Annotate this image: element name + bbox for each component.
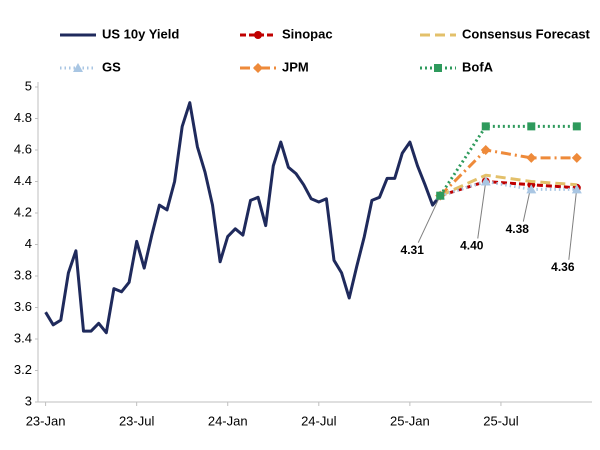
label-leader	[568, 187, 578, 260]
point-marker	[526, 152, 537, 163]
x-tick-label: 25-Jul	[483, 413, 519, 428]
y-tick-label: 3.8	[14, 267, 32, 282]
point-marker	[571, 152, 582, 163]
y-tick-label: 4.2	[14, 204, 32, 219]
point-marker	[526, 184, 537, 194]
point-marker	[571, 184, 582, 194]
y-tick-label: 4.6	[14, 141, 32, 156]
point-marker	[436, 191, 445, 200]
data-label: 4.38	[506, 222, 530, 236]
legend-label: JPM	[282, 59, 309, 74]
y-tick-label: 3.4	[14, 330, 32, 345]
x-tick-label: 24-Jan	[208, 413, 248, 428]
y-tick-label: 3.6	[14, 299, 32, 314]
x-tick-label: 23-Jul	[119, 413, 155, 428]
legend-label: Sinopac	[282, 26, 333, 41]
legend-marker	[253, 63, 263, 73]
series-line	[439, 173, 577, 198]
legend-label: BofA	[462, 59, 494, 74]
y-tick-label: 4.8	[14, 110, 32, 125]
data-label: 4.40	[460, 239, 484, 253]
legend-label: GS	[102, 59, 121, 74]
point-marker	[572, 122, 581, 131]
label-leader	[417, 195, 441, 243]
legend-marker	[434, 64, 442, 72]
y-tick-label: 3	[25, 393, 32, 408]
y-tick-label: 3.2	[14, 362, 32, 377]
x-tick-label: 23-Jan	[26, 413, 66, 428]
point-marker	[480, 176, 491, 186]
legend-marker	[73, 63, 83, 72]
data-label: 4.36	[551, 260, 575, 274]
x-tick-label: 25-Jan	[390, 413, 430, 428]
series-line	[439, 180, 577, 198]
x-tick-label: 24-Jul	[301, 413, 337, 428]
legend-label: US 10y Yield	[102, 26, 179, 41]
legend-marker	[254, 31, 262, 39]
point-marker	[527, 122, 536, 131]
series-line	[44, 101, 442, 335]
y-tick-label: 4.4	[14, 173, 32, 188]
series-line	[439, 148, 577, 197]
series-line	[438, 124, 577, 197]
legend-label: Consensus Forecast	[462, 26, 591, 41]
point-marker	[480, 145, 491, 155]
data-label: 4.31	[401, 243, 425, 257]
label-leader	[477, 181, 487, 239]
y-tick-label: 4	[25, 236, 32, 251]
y-tick-label: 5	[25, 78, 32, 93]
point-marker	[481, 122, 490, 131]
